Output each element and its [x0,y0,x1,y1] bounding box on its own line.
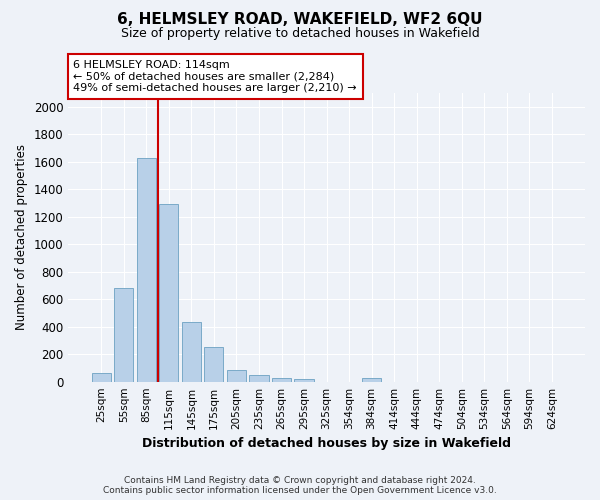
Bar [272,378,291,382]
Bar [205,348,223,382]
Bar [227,370,246,382]
Bar [137,158,156,382]
Bar [114,288,133,382]
Bar [362,378,381,382]
Bar [182,322,201,382]
Bar [250,375,269,382]
Bar [159,204,178,382]
Y-axis label: Number of detached properties: Number of detached properties [15,144,28,330]
Bar [295,379,314,382]
X-axis label: Distribution of detached houses by size in Wakefield: Distribution of detached houses by size … [142,437,511,450]
Text: Size of property relative to detached houses in Wakefield: Size of property relative to detached ho… [121,28,479,40]
Text: 6 HELMSLEY ROAD: 114sqm
← 50% of detached houses are smaller (2,284)
49% of semi: 6 HELMSLEY ROAD: 114sqm ← 50% of detache… [73,60,357,93]
Bar [92,373,111,382]
Text: Contains HM Land Registry data © Crown copyright and database right 2024.
Contai: Contains HM Land Registry data © Crown c… [103,476,497,495]
Text: 6, HELMSLEY ROAD, WAKEFIELD, WF2 6QU: 6, HELMSLEY ROAD, WAKEFIELD, WF2 6QU [117,12,483,28]
